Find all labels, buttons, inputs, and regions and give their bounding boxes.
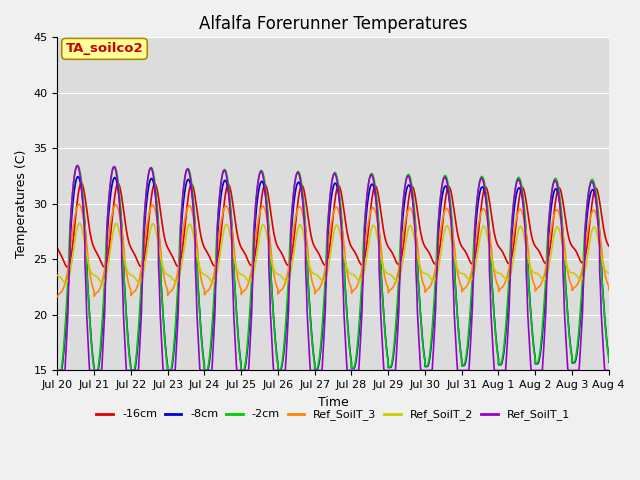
- Y-axis label: Temperatures (C): Temperatures (C): [15, 150, 28, 258]
- X-axis label: Time: Time: [317, 396, 348, 408]
- Legend: -16cm, -8cm, -2cm, Ref_SoilT_3, Ref_SoilT_2, Ref_SoilT_1: -16cm, -8cm, -2cm, Ref_SoilT_3, Ref_Soil…: [92, 405, 574, 425]
- Title: Alfalfa Forerunner Temperatures: Alfalfa Forerunner Temperatures: [199, 15, 467, 33]
- Text: TA_soilco2: TA_soilco2: [66, 42, 143, 55]
